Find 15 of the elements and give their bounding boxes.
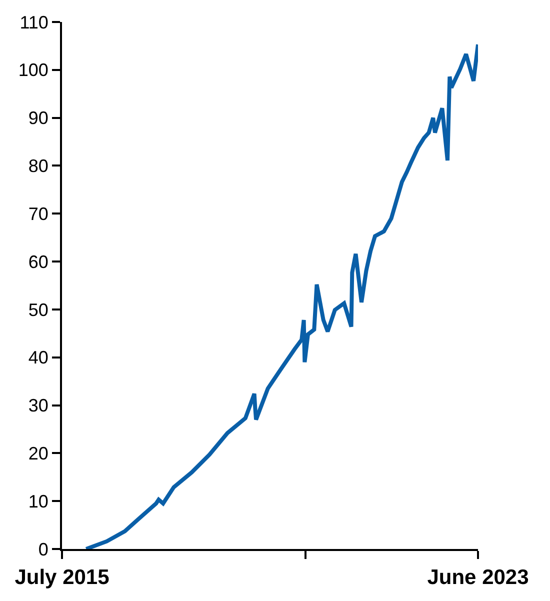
line-series <box>84 42 478 549</box>
y-tick-label: 60 <box>28 252 48 272</box>
y-tick-label: 90 <box>28 108 48 128</box>
y-tick-label: 0 <box>38 539 48 560</box>
y-tick-label: 20 <box>28 443 48 464</box>
y-tick-label: 50 <box>28 300 48 320</box>
x-tick-label: July 2015 <box>14 566 110 590</box>
y-tick-label: 40 <box>28 348 48 368</box>
y-tick-label: 100 <box>18 60 48 80</box>
y-tick-label: 30 <box>28 396 48 416</box>
y-tick-label: 80 <box>28 156 48 176</box>
y-tick-label: 10 <box>28 491 48 512</box>
y-tick-label: 110 <box>20 12 48 32</box>
x-tick-label: June 2023 <box>427 566 529 590</box>
y-tick-label: 70 <box>28 204 48 224</box>
